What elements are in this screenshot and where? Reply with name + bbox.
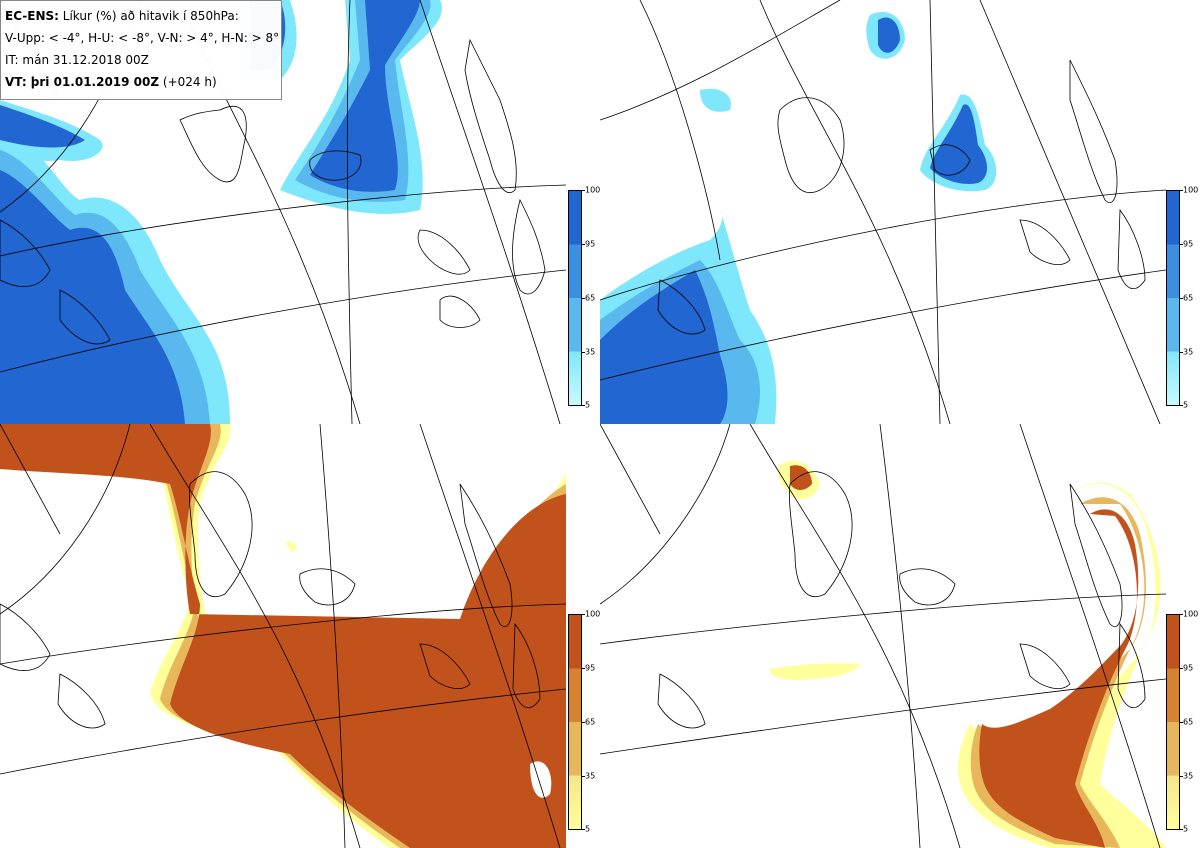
colorbar-label: 35	[1183, 347, 1194, 357]
colorbar-label: 35	[1183, 771, 1194, 781]
valid-time-line: VT: þri 01.01.2019 00Z (+024 h)	[5, 71, 277, 93]
colorbar-label: 5	[585, 400, 591, 410]
colorbar-label: 65	[585, 293, 596, 303]
colorbar-label: 100	[1183, 185, 1199, 195]
map-cold-8	[600, 0, 1166, 424]
colorbar-label: 5	[1183, 400, 1189, 410]
map-cold-4	[0, 0, 566, 424]
info-legend-box: EC-ENS: Líkur (%) að hitavik í 850hPa: V…	[0, 0, 282, 100]
colorbar-label: 5	[585, 824, 591, 834]
legend-line: V-Upp: < -4°, H-U: < -8°, V-N: > 4°, H-N…	[5, 31, 280, 45]
map-panel-cold-8	[600, 0, 1166, 424]
colorbar-label: 100	[585, 185, 601, 195]
probability-field	[600, 11, 997, 424]
map-warm-4	[0, 424, 566, 848]
colorbar-label: 95	[1183, 239, 1194, 249]
title-line: EC-ENS: Líkur (%) að hitavik í 850hPa:	[5, 5, 277, 27]
colorbar-label: 95	[585, 663, 596, 673]
graticule	[600, 424, 1166, 848]
title-bold: EC-ENS:	[5, 9, 59, 23]
colorbar-warm-8: 100 95 65 35 5	[1166, 610, 1200, 834]
colorbar-label: 65	[1183, 293, 1194, 303]
colorbar-label: 65	[585, 717, 596, 727]
coastline	[657, 59, 1146, 335]
probability-field	[0, 424, 566, 848]
map-panel-warm-8	[600, 424, 1166, 848]
colorbar-label: 65	[1183, 717, 1194, 727]
map-panel-cold-4: EC-ENS: Líkur (%) að hitavik í 850hPa: V…	[0, 0, 566, 424]
valid-time-bold: VT: þri 01.01.2019 00Z	[5, 75, 160, 89]
map-panel-warm-4	[0, 424, 566, 848]
colorbar-label: 35	[585, 771, 596, 781]
colorbar-warm-4: 100 95 65 35 5	[568, 610, 602, 834]
colorbar-strip	[568, 190, 582, 406]
colorbar-strip	[1166, 190, 1180, 406]
probability-field	[769, 460, 1166, 848]
map-warm-8	[600, 424, 1166, 848]
colorbar-cold-4: 100 95 65 35 5	[568, 186, 602, 410]
lead-time: (+024 h)	[162, 75, 217, 89]
title-text: Líkur (%) að hitavik í 850hPa:	[62, 9, 239, 23]
colorbar-label: 95	[1183, 663, 1194, 673]
colorbar-label: 5	[1183, 824, 1189, 834]
colorbar-label: 95	[585, 239, 596, 249]
colorbar-strip	[1166, 614, 1180, 830]
colorbar-label: 100	[585, 609, 601, 619]
colorbar-label: 35	[585, 347, 596, 357]
init-time: IT: mán 31.12.2018 00Z	[5, 53, 149, 67]
colorbar-cold-8: 100 95 65 35 5	[1166, 186, 1200, 410]
probability-field	[0, 0, 442, 424]
coastline	[0, 471, 541, 729]
coastline	[0, 38, 546, 345]
colorbar-strip	[568, 614, 582, 830]
coastline	[657, 471, 1146, 729]
colorbar-label: 100	[1183, 609, 1199, 619]
